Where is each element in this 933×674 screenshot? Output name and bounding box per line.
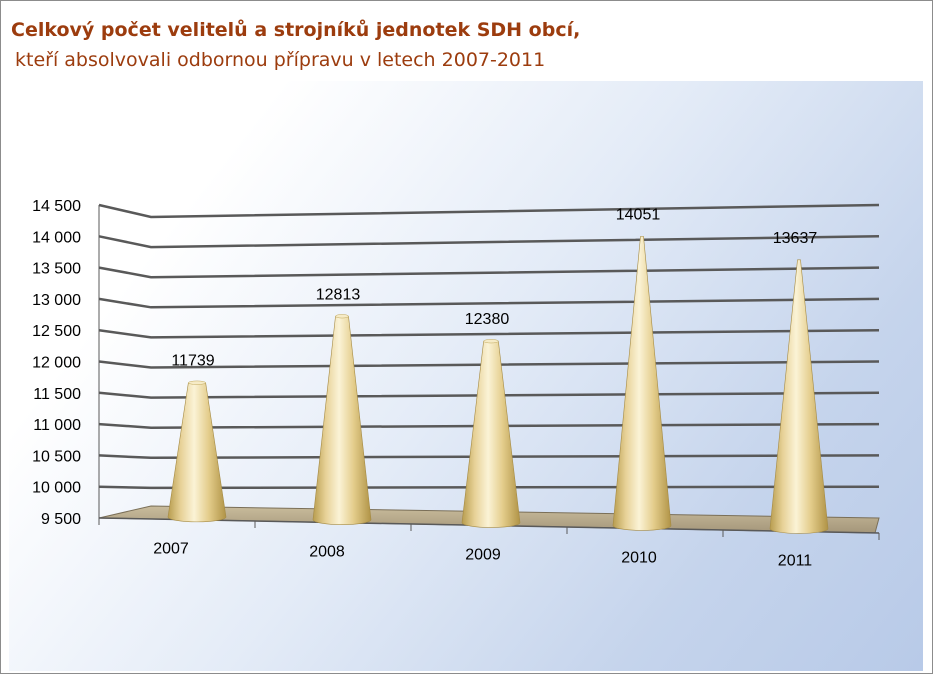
y-tick-label: 11 500 xyxy=(33,386,81,403)
gridline xyxy=(98,328,880,339)
cone-bar xyxy=(612,236,672,531)
y-tick-label: 11 000 xyxy=(33,417,81,434)
cone-bar xyxy=(461,340,521,528)
y-axis-ticks: 9 500 10 000 10 500 11 000 11 500 12 000 12 50… xyxy=(32,198,81,528)
cone-bar xyxy=(769,259,829,534)
x-axis: 2007 2008 2009 2010 2011 xyxy=(98,517,880,569)
x-tick-label: 2009 xyxy=(465,546,501,563)
y-tick-label: 13 000 xyxy=(32,292,81,309)
y-tick-label: 13 500 xyxy=(32,261,81,278)
data-label: 13637 xyxy=(773,230,818,247)
x-tick-label: 2011 xyxy=(778,552,813,569)
chart-title: Celkový počet velitelů a strojníků jedno… xyxy=(11,19,581,41)
data-labels: 11739 12813 12380 14051 13637 xyxy=(171,206,817,369)
cone-top xyxy=(188,380,206,385)
y-tick-label: 14 500 xyxy=(32,198,81,215)
cone-bar xyxy=(312,315,372,525)
cones xyxy=(167,236,829,534)
gridline xyxy=(98,235,880,249)
chart-subtitle: kteří absolvovali odbornou přípravu v le… xyxy=(15,49,546,71)
cone-top xyxy=(483,339,499,344)
plot-background xyxy=(9,81,923,671)
y-tick-label: 9 500 xyxy=(41,511,81,528)
gridline xyxy=(98,203,880,219)
x-tick-label: 2008 xyxy=(309,543,345,560)
y-tick-label: 12 500 xyxy=(32,323,81,340)
gridline xyxy=(98,266,880,279)
data-label: 14051 xyxy=(616,206,661,223)
cone-top xyxy=(335,314,349,319)
x-tick-label: 2010 xyxy=(621,549,657,566)
data-label: 12380 xyxy=(465,311,510,328)
cone-bar xyxy=(167,382,227,523)
x-tick-label: 2007 xyxy=(153,540,189,557)
data-label: 11739 xyxy=(171,353,214,370)
y-tick-label: 12 000 xyxy=(32,355,81,372)
data-label: 12813 xyxy=(316,286,361,303)
y-tick-label: 10 500 xyxy=(32,448,81,465)
y-tick-label: 14 000 xyxy=(32,229,81,246)
y-tick-label: 10 000 xyxy=(32,480,81,497)
gridline xyxy=(98,297,880,309)
